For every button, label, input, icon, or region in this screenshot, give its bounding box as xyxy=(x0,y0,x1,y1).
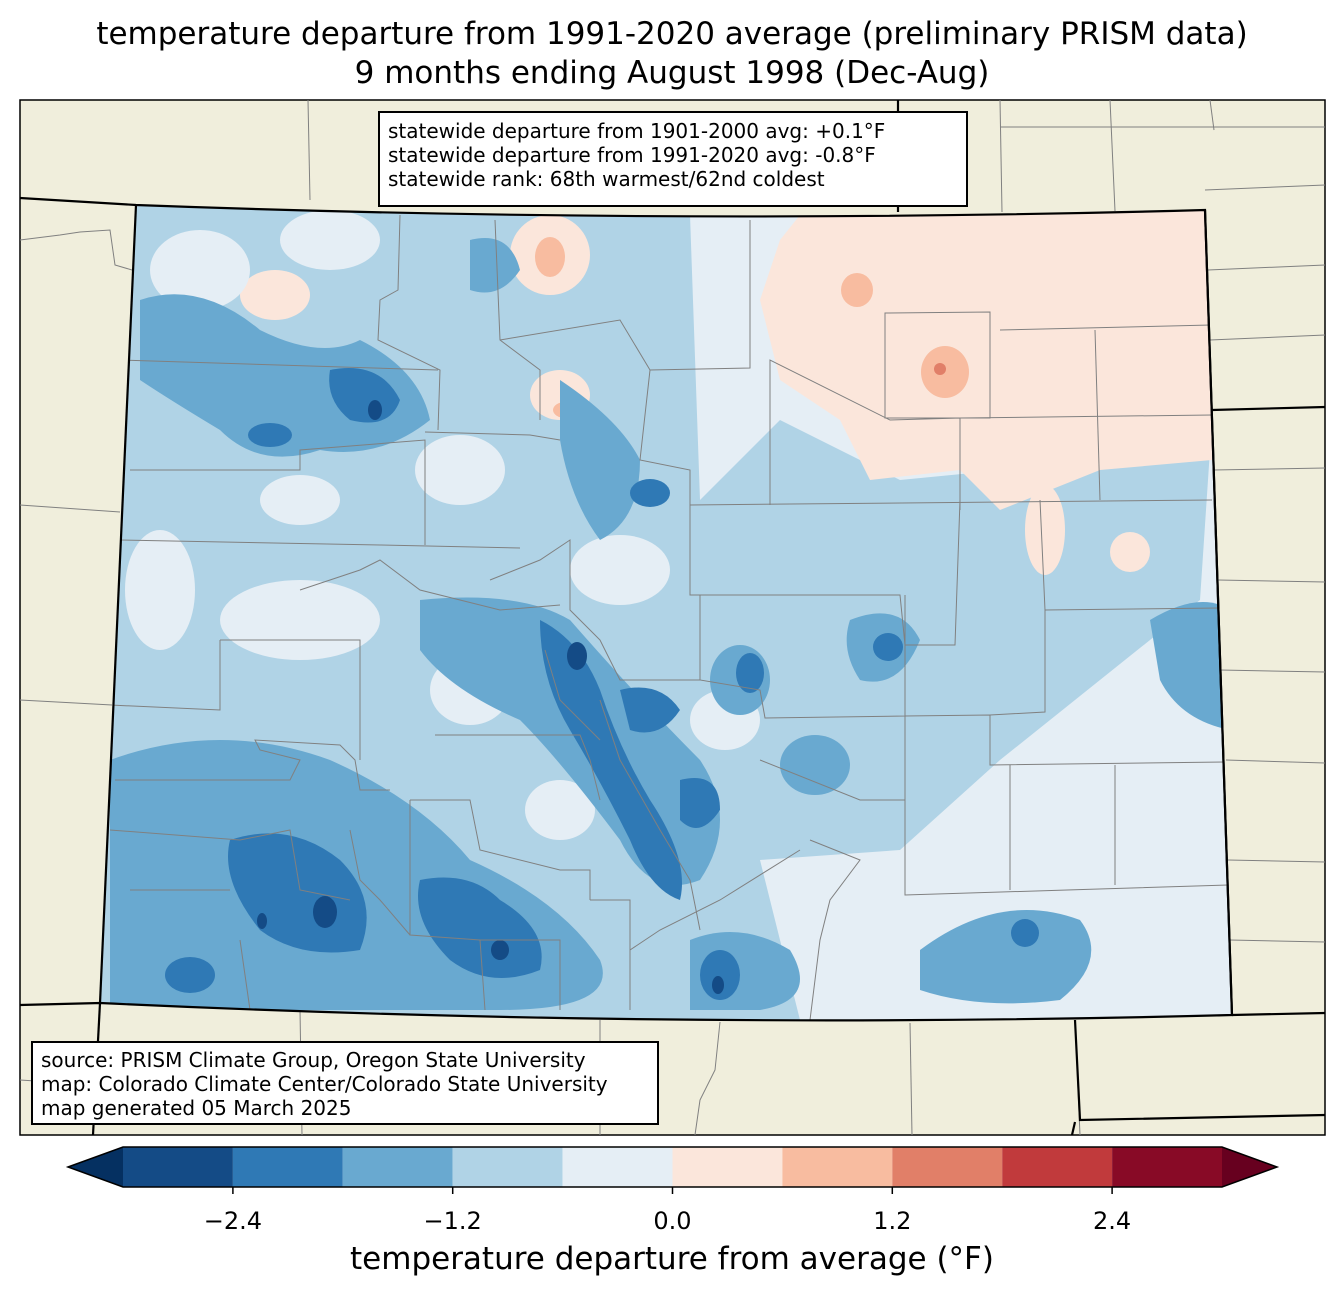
colorbar-bin xyxy=(672,1147,783,1187)
temperature-field xyxy=(100,205,1232,1021)
map-subtitle: 9 months ending August 1998 (Dec-Aug) xyxy=(354,55,990,91)
stats-line-1901-2000: statewide departure from 1901-2000 avg: … xyxy=(388,119,886,143)
colorbar-tick-label: 1.2 xyxy=(873,1207,912,1235)
colorbar-under-arrow xyxy=(68,1147,123,1187)
colorbar-bin xyxy=(1112,1147,1222,1187)
colorbar-bin xyxy=(892,1147,1003,1187)
colorbar-over-arrow xyxy=(1222,1147,1277,1187)
colorbar-tick-label: −2.4 xyxy=(203,1207,263,1235)
colorbar-bin xyxy=(123,1147,233,1187)
colorbar-bin xyxy=(1002,1147,1113,1187)
colorbar-tick-label: 2.4 xyxy=(1093,1207,1132,1235)
source-credit-box: source: PRISM Climate Group, Oregon Stat… xyxy=(31,1041,659,1125)
colorbar-label: temperature departure from average (°F) xyxy=(350,1241,994,1277)
stats-line-1991-2020: statewide departure from 1991-2020 avg: … xyxy=(388,143,876,167)
colorbar-bin xyxy=(562,1147,673,1187)
stats-line-rank: statewide rank: 68th warmest/62nd coldes… xyxy=(388,167,825,191)
colorbar xyxy=(65,1146,1280,1194)
map-title: temperature departure from 1991-2020 ave… xyxy=(96,16,1248,52)
colorbar-outline xyxy=(65,1146,1280,1188)
colorbar-tick-label: −1.2 xyxy=(423,1207,482,1235)
colorbar-bin xyxy=(452,1147,563,1187)
statewide-stats-box: statewide departure from 1901-2000 avg: … xyxy=(378,111,968,207)
colorbar-bin xyxy=(232,1147,343,1187)
colorbar-bin xyxy=(342,1147,453,1187)
colorbar-tick-label: 0.0 xyxy=(653,1207,692,1235)
county-lines xyxy=(109,214,1229,1021)
source-line: source: PRISM Climate Group, Oregon Stat… xyxy=(41,1048,586,1072)
generated-date-line: map generated 05 March 2025 xyxy=(41,1096,352,1120)
colorbar-bin xyxy=(782,1147,893,1187)
map-credit-line: map: Colorado Climate Center/Colorado St… xyxy=(41,1072,608,1096)
